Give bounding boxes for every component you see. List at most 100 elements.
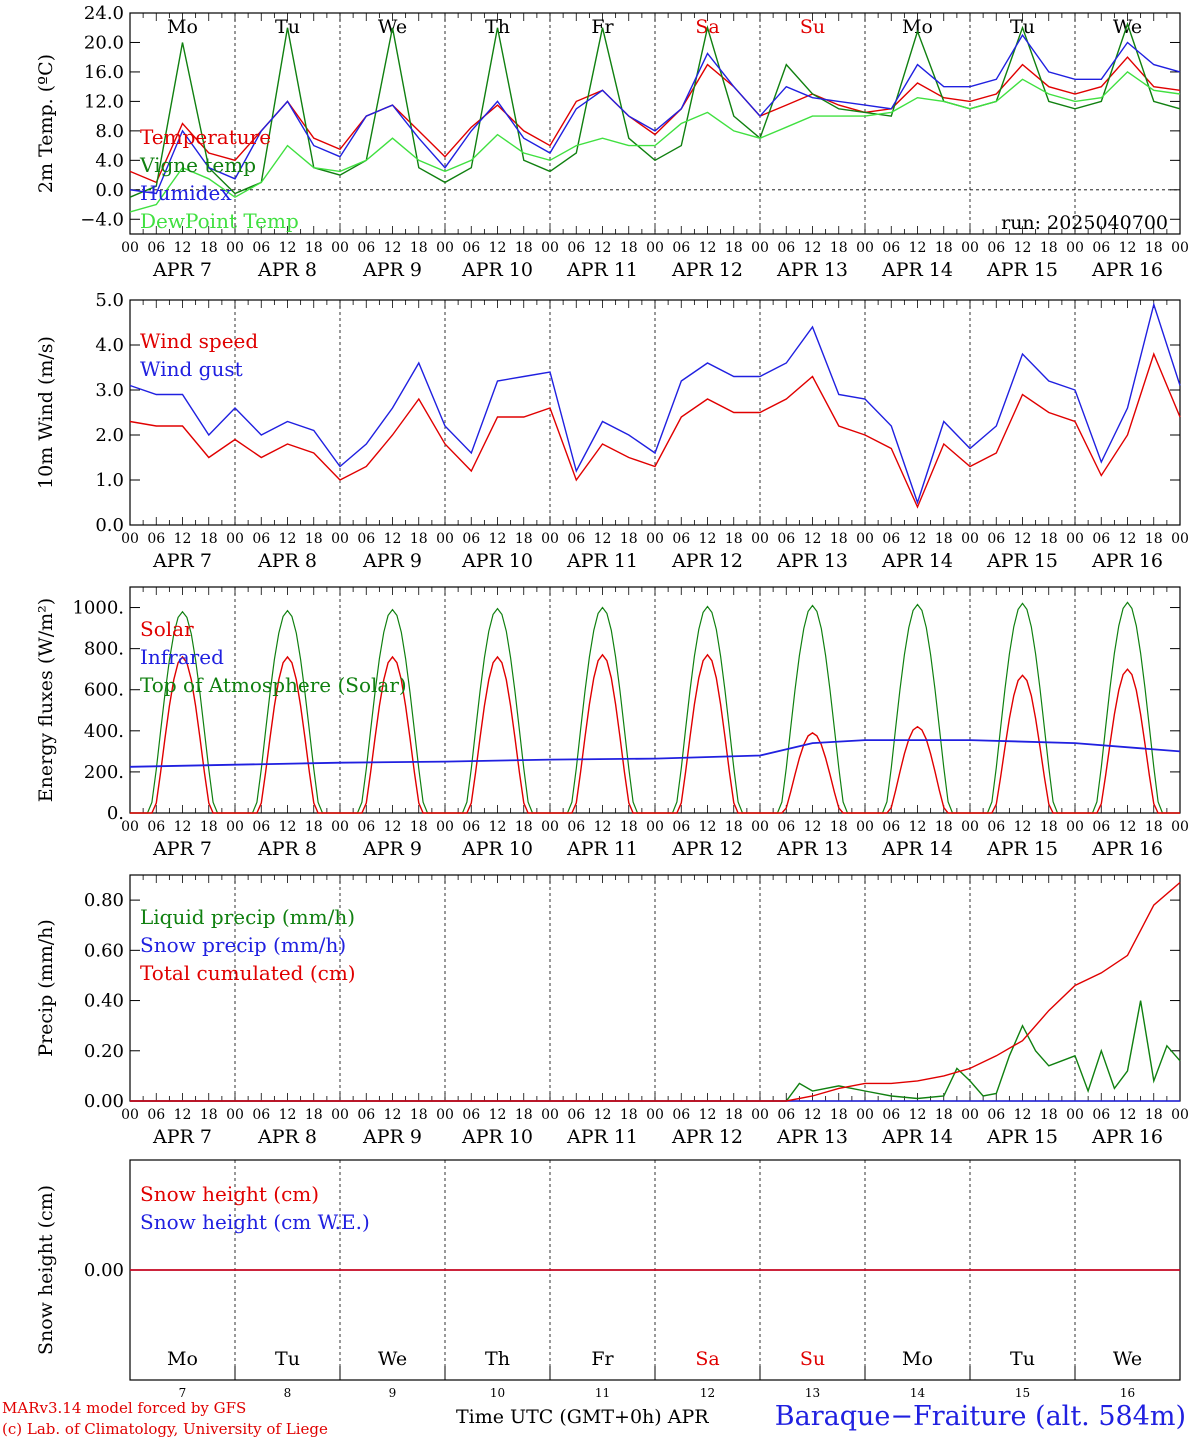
panel-3-date-label: APR 13 [776,1126,848,1148]
temp-series-line [129,56,1181,184]
panel-1-ytick-label: 1.0 [95,470,124,491]
panel-3-hour-label: 12 [804,1107,822,1123]
panel-2-hour-label: 00 [226,819,244,835]
panel-1-hour-label: 00 [751,531,769,547]
panel-0-hour-label: 06 [357,240,375,256]
panel-3-date-label: APR 11 [566,1126,638,1148]
bottom-day-label: Tu [275,1348,300,1370]
panel-1-hour-label: 12 [594,531,612,547]
model-credit: MARv3.14 model forced by GFS [2,1399,247,1417]
panel-3-hour-label: 18 [725,1107,743,1123]
panel-0-hour-label: 00 [961,240,979,256]
panel-2-hour-label: 00 [121,819,139,835]
panel-0-ytick-label: 16.0 [84,62,124,83]
panel-2-hour-label: 00 [436,819,454,835]
panel-1-ytick-label: 3.0 [95,380,124,401]
panel-1-legend-wind-speed: Wind speed [140,329,258,353]
panel-3-hour-label: 12 [279,1107,297,1123]
panel-2-hour-label: 00 [751,819,769,835]
panel-1-hour-label: 12 [1119,531,1137,547]
time-axis-label: Time UTC (GMT+0h) APR [456,1406,709,1428]
panel-2-hour-label: 12 [489,819,507,835]
panel-1-hour-label: 06 [462,531,480,547]
panel-0-legend-humidex: Humidex [140,181,232,205]
panel-0-ytick-label: 24.0 [84,3,124,24]
panel-2-date-label: APR 11 [566,838,638,860]
panel-0-hour-label: 12 [1014,240,1032,256]
panel-2-date-label: APR 9 [362,838,422,860]
panel-0-hour-label: 12 [279,240,297,256]
panel-1-hour-label: 06 [567,531,585,547]
panel-2-date-label: APR 10 [461,838,533,860]
panel-3-date-label: APR 10 [461,1126,533,1148]
time-axis-title: Time UTC (GMT+0h) [456,1406,662,1428]
panel-1-hour-label: 18 [410,531,428,547]
panel-1-frame [129,299,1181,526]
panel-0-hour-label: 18 [200,240,218,256]
panel-0-date-label: APR 12 [671,259,743,281]
panel-1-hour-label: 00 [1171,531,1189,547]
panel-0-hour-label: 06 [462,240,480,256]
panel-2-hour-label: 06 [672,819,690,835]
panel-2-hour-label: 06 [1092,819,1110,835]
bottom-day-number: 11 [595,1386,610,1400]
panel-3-date-label: APR 16 [1091,1126,1163,1148]
temp-series-line [129,21,1181,198]
bottom-day-label: Tu [1010,1348,1035,1370]
panel-0-date-label: APR 7 [152,259,212,281]
panel-0-hour-label: 12 [909,240,927,256]
panel-3-hour-label: 12 [384,1107,402,1123]
panel-2-hour-label: 18 [515,819,533,835]
panel-3-hour-label: 06 [462,1107,480,1123]
panel-0-hour-label: 18 [305,240,323,256]
panel-2-hour-label: 18 [725,819,743,835]
panel-4-legend-snow-height-cm-w-e-: Snow height (cm W.E.) [140,1210,370,1234]
panel-3-hour-label: 18 [935,1107,953,1123]
panel-3-hour-label: 00 [331,1107,349,1123]
panel-3-hour-label: 12 [1014,1107,1032,1123]
panel-0-hour-label: 00 [646,240,664,256]
wind-series-line [129,351,1181,509]
panel-1-date-label: APR 16 [1091,550,1163,572]
panel-2-hour-label: 06 [462,819,480,835]
panel-1-hour-label: 00 [646,531,664,547]
panel-2-hour-label: 18 [830,819,848,835]
panel-0-hour-label: 12 [1119,240,1137,256]
panel-2-hour-label: 12 [1014,819,1032,835]
day-label: Tu [275,16,300,38]
panel-2-hour-label: 18 [1145,819,1163,835]
panel-3-hour-label: 00 [856,1107,874,1123]
panel-2-hour-label: 12 [699,819,717,835]
panel-0-date-label: APR 9 [362,259,422,281]
panel-3-hour-label: 06 [1092,1107,1110,1123]
panel-3-ylabel: Precip (mm/h) [35,919,57,1057]
bottom-day-label: Mo [902,1348,933,1370]
panel-3-ytick-label: 0.40 [84,991,124,1012]
bottom-day-number: 10 [490,1386,505,1400]
panel-3-hour-label: 00 [226,1107,244,1123]
panel-2-hour-label: 00 [856,819,874,835]
day-label: Mo [167,16,198,38]
panel-0-hour-label: 00 [1066,240,1084,256]
panel-2-date-label: APR 16 [1091,838,1163,860]
panel-3-hour-label: 12 [1119,1107,1137,1123]
panel-0-hour-label: 18 [410,240,428,256]
panel-3-date-label: APR 12 [671,1126,743,1148]
bottom-day-label: Mo [167,1348,198,1370]
bottom-day-number: 13 [805,1386,820,1400]
panel-0-date-label: APR 11 [566,259,638,281]
panel-3-legend-liquid-precip-mm-h-: Liquid precip (mm/h) [140,905,355,929]
panel-1-hour-label: 06 [357,531,375,547]
panel-0-hour-label: 18 [1145,240,1163,256]
time-axis-month: APR [667,1406,709,1428]
panel-3-hour-label: 06 [147,1107,165,1123]
panel-1-hour-label: 06 [882,531,900,547]
panel-1-hour-label: 06 [252,531,270,547]
panel-0-hour-label: 00 [436,240,454,256]
panel-1-hour-label: 00 [856,531,874,547]
panel-2-ytick-label: 400. [84,721,124,742]
panel-3-ytick-label: 0.60 [84,940,124,961]
panel-4-legend-snow-height-cm-: Snow height (cm) [140,1182,319,1206]
panel-0-date-label: APR 14 [881,259,953,281]
